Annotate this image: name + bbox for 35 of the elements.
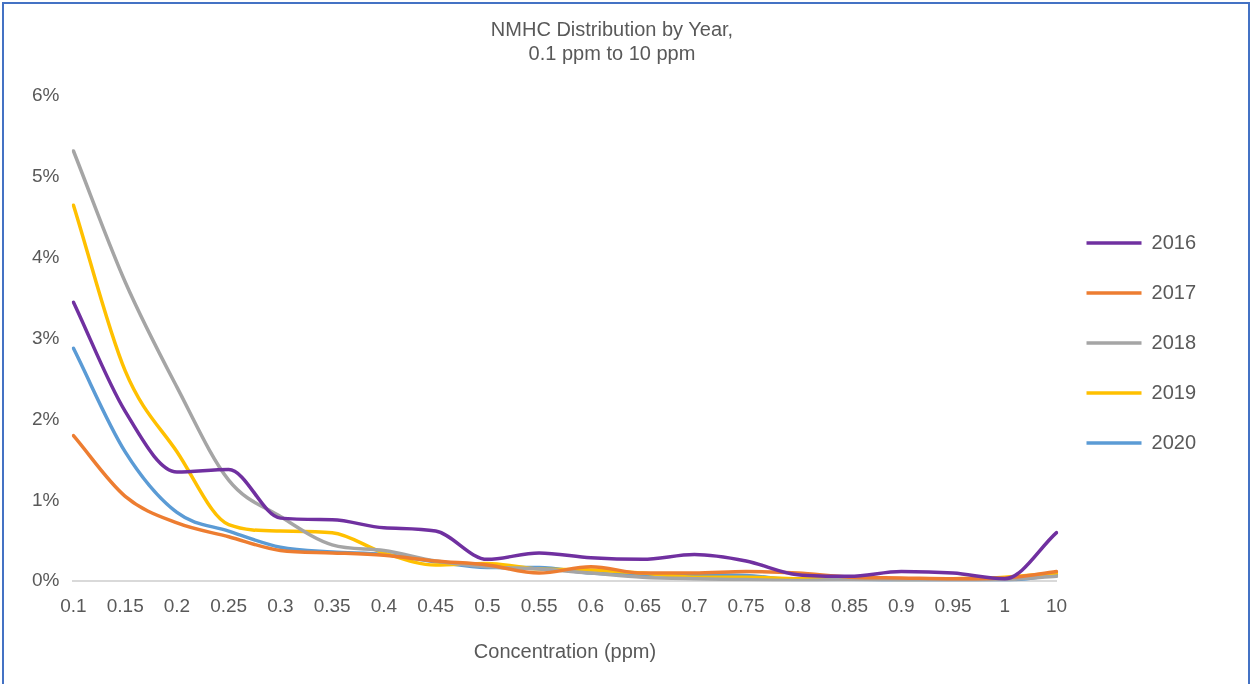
x-tick-label: 10 <box>1045 594 1068 616</box>
legend-label: 2018 <box>1151 330 1197 353</box>
y-tick-label: 2% <box>31 407 60 429</box>
y-tick-label: 3% <box>31 326 60 348</box>
x-axis-title: Concentration (ppm) <box>473 639 657 662</box>
chart-title: NMHC Distribution by Year, 0.1 ppm to 10 ppm <box>490 17 734 64</box>
x-tick-label: 0.45 <box>417 594 455 616</box>
x-tick-label: 0.2 <box>163 594 191 616</box>
y-tick-label: 5% <box>31 165 60 187</box>
legend-label: 2020 <box>1151 430 1197 453</box>
x-tick-label: 0.55 <box>520 594 558 616</box>
y-tick-label: 0% <box>31 569 60 591</box>
line-series <box>71 300 1059 581</box>
y-tick-label: 6% <box>31 84 60 106</box>
x-tick-label: 0.15 <box>106 594 144 616</box>
x-tick-label: 0.1 <box>60 594 87 616</box>
x-tick-label: 0.7 <box>681 594 708 616</box>
x-tick-label: 0.85 <box>831 594 869 616</box>
x-tick-label: 0.65 <box>624 594 662 616</box>
y-tick-label: 4% <box>31 245 60 267</box>
legend-label: 2019 <box>1151 380 1197 403</box>
x-tick-label: 0.9 <box>888 594 915 616</box>
x-tick-label: 0.5 <box>474 594 501 616</box>
y-tick-label: 1% <box>31 488 60 510</box>
x-tick-label: 0.35 <box>313 594 351 616</box>
x-tick-label: 0.95 <box>934 594 972 616</box>
legend-label: 2017 <box>1151 280 1197 303</box>
x-tick-label: 1 <box>999 594 1011 616</box>
x-tick-label: 0.3 <box>267 594 294 616</box>
x-tick-label: 0.8 <box>784 594 812 616</box>
legend-label: 2016 <box>1151 230 1197 253</box>
x-tick-label: 0.4 <box>370 594 398 616</box>
x-tick-label: 0.6 <box>577 594 605 616</box>
x-tick-label: 0.25 <box>210 594 248 616</box>
x-tick-label: 0.75 <box>727 594 765 616</box>
